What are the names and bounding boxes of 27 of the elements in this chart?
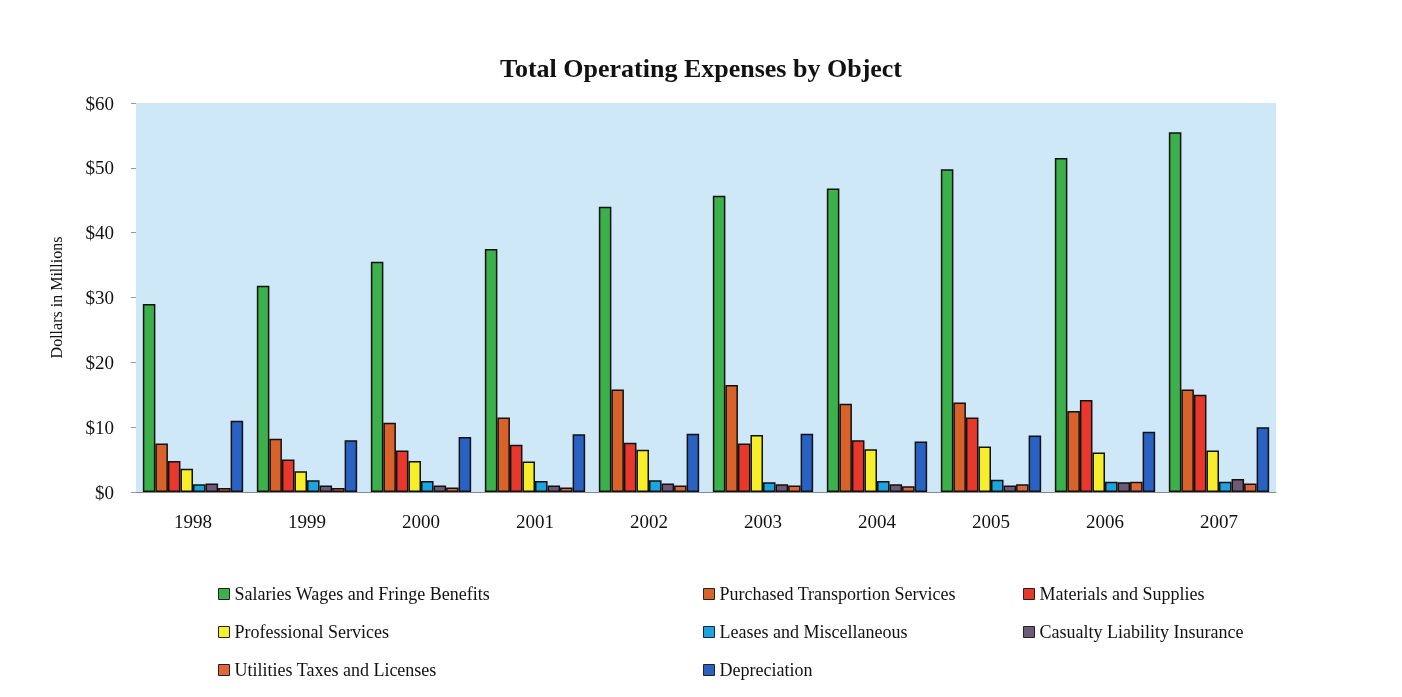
- x-tick-label: 2004: [858, 511, 897, 532]
- chart-title: Total Operating Expenses by Object: [499, 53, 903, 83]
- y-tick-label: $60: [85, 92, 114, 114]
- y-tick-label: $0: [95, 481, 114, 503]
- legend-label: Leases and Miscellaneous: [719, 622, 908, 642]
- x-tick-label: 2005: [972, 511, 1010, 532]
- x-tick-label: 1999: [288, 511, 326, 532]
- legend-label: Utilities Taxes and Licenses: [234, 660, 437, 680]
- legend-label: Salaries Wages and Fringe Benefits: [234, 584, 490, 604]
- x-tick-label: 2003: [744, 511, 782, 532]
- y-tick-label: $10: [85, 416, 114, 438]
- x-tick-label: 2002: [630, 511, 668, 532]
- legend-label: Professional Services: [234, 622, 389, 642]
- x-tick-label: 1998: [174, 511, 212, 532]
- y-tick-label: $30: [85, 287, 114, 308]
- x-tick-label: 2007: [1200, 511, 1238, 532]
- x-tick-label: 2000: [402, 511, 440, 532]
- x-tick-label: 2006: [1086, 511, 1124, 532]
- y-axis-title: Dollars in Millions: [47, 236, 65, 359]
- legend-label: Materials and Supplies: [1039, 584, 1205, 604]
- x-tick-label: 2001: [516, 511, 554, 532]
- y-tick-label: $40: [85, 222, 114, 244]
- legend-label: Purchased Transportion Services: [719, 584, 956, 604]
- y-tick-label: $50: [85, 157, 114, 179]
- legend-label: Depreciation: [719, 660, 813, 680]
- y-tick-label: $20: [85, 351, 114, 373]
- legend-label: Casualty Liability Insurance: [1039, 622, 1244, 642]
